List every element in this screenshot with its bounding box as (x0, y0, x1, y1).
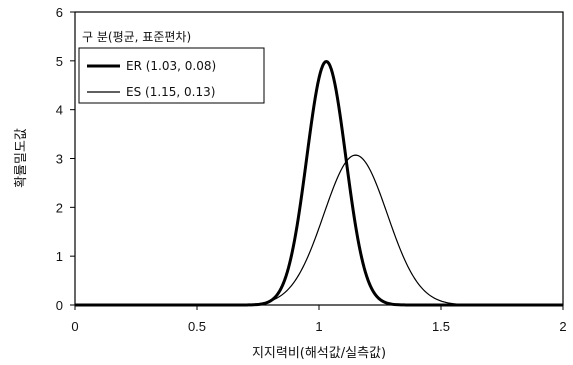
y-axis-title: 확률밀도값 (14, 128, 29, 188)
y-tick-label-5: 5 (56, 54, 63, 69)
x-axis-ticks: 0 0.5 1 1.5 2 (71, 305, 567, 334)
legend: 구 분(평균, 표준편차) ER (1.03, 0.08) ES (1.15, … (78, 30, 265, 104)
y-tick-label-4: 4 (56, 103, 63, 118)
y-tick-label-1: 1 (56, 249, 63, 264)
x-axis-title: 지지력비(해석값/실측값) (252, 346, 386, 361)
series-line-1 (75, 154, 563, 306)
y-axis-ticks: 0 1 2 3 4 5 6 (56, 5, 75, 313)
legend-box (78, 47, 265, 104)
legend-title: 구 분(평균, 표준편차) (82, 30, 191, 44)
legend-label-es: ES (1.15, 0.13) (126, 85, 215, 99)
x-tick-label-2: 1 (315, 319, 322, 334)
x-tick-label-3: 1.5 (432, 319, 450, 334)
x-tick-label-1: 0.5 (188, 319, 206, 334)
legend-label-er: ER (1.03, 0.08) (126, 59, 216, 73)
y-tick-label-3: 3 (56, 152, 63, 167)
y-tick-label-0: 0 (56, 298, 63, 313)
series-layer (74, 59, 564, 307)
y-tick-label-6: 6 (56, 5, 63, 20)
y-tick-label-2: 2 (56, 200, 63, 215)
x-tick-label-0: 0 (71, 319, 78, 334)
x-tick-label-4: 2 (559, 319, 566, 334)
